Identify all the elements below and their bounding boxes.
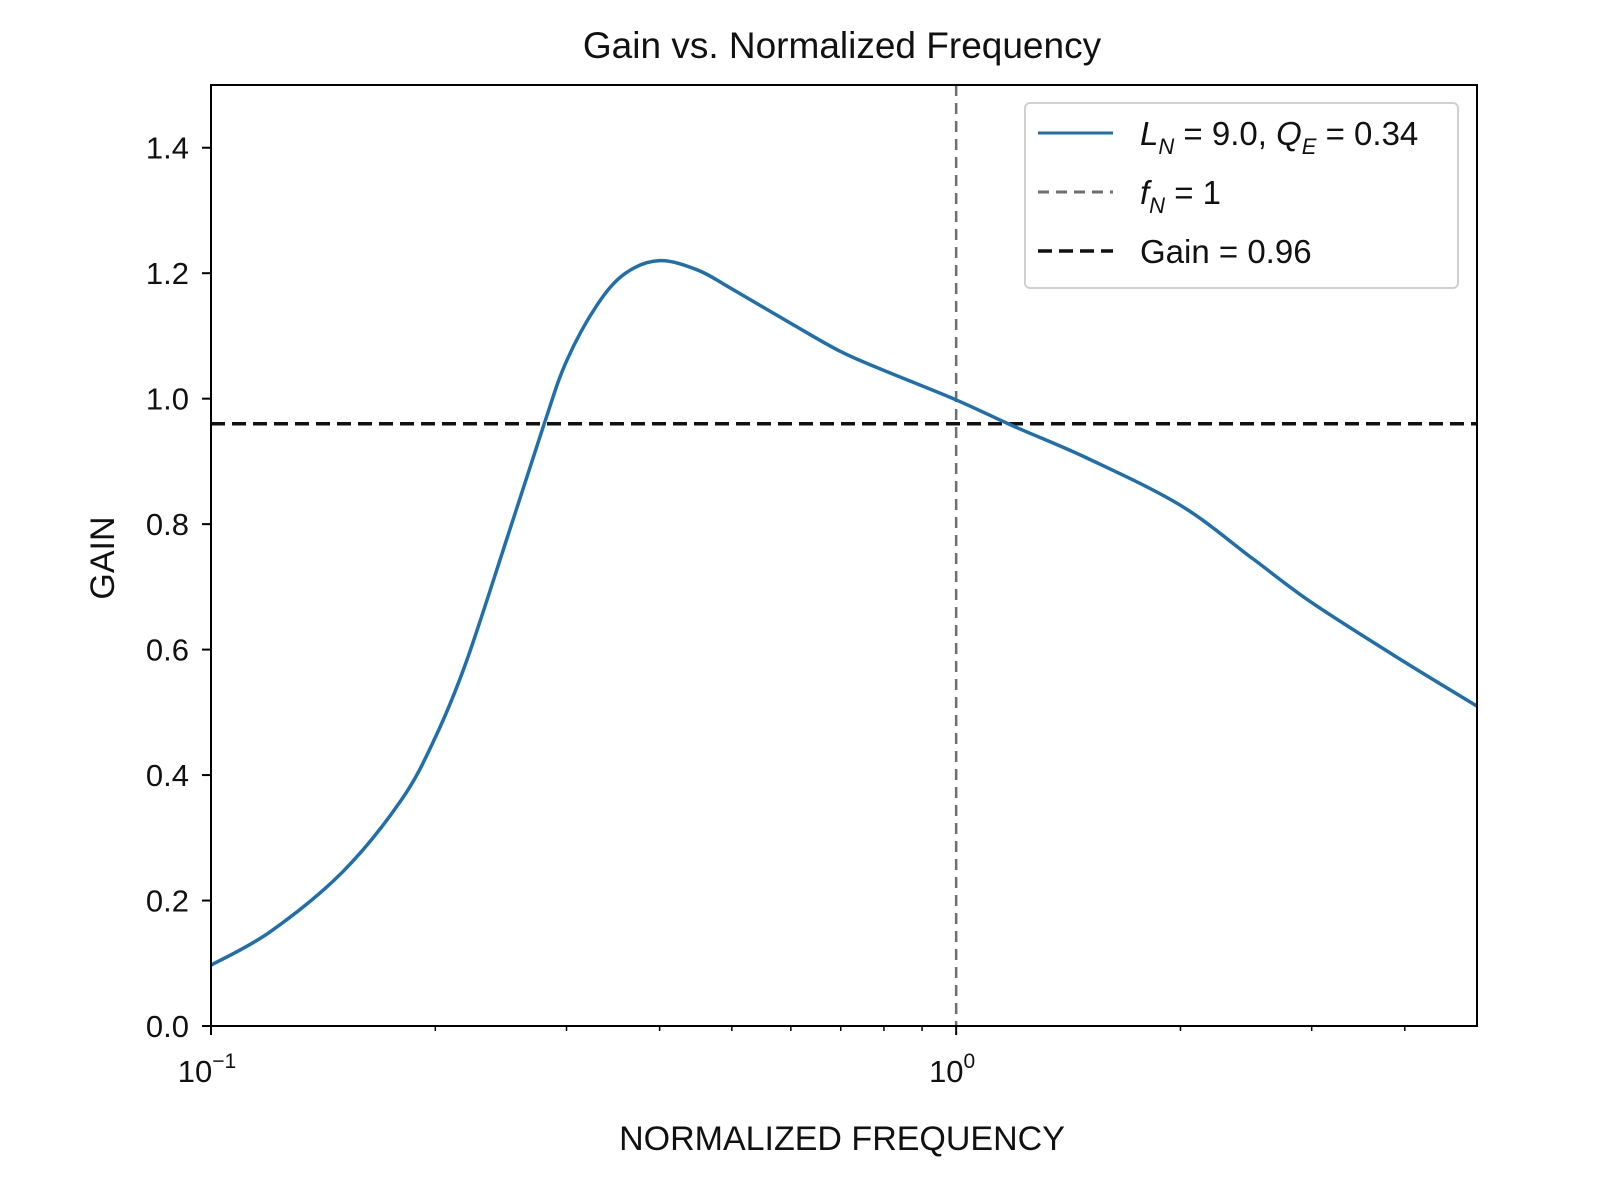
- plot-frame: [210, 84, 1478, 1027]
- x-tick-label-0: 10−1: [178, 1050, 236, 1089]
- y-tick-label-7: 1.4: [146, 131, 189, 166]
- y-tick-label-4: 0.8: [146, 507, 189, 542]
- legend-box: [1024, 102, 1459, 289]
- legend-label-part: Q: [1276, 115, 1302, 152]
- legend-label-part: L: [1140, 115, 1158, 152]
- y-tick-label-1: 0.2: [146, 884, 189, 919]
- x-tick-label-exp: 0: [964, 1050, 976, 1073]
- x-axis-label: NORMALIZED FREQUENCY: [619, 1120, 1065, 1158]
- series-line-0: [210, 258, 1478, 967]
- legend-label-part: Gain = 0.96: [1140, 233, 1312, 270]
- y-tick-label-6: 1.2: [146, 256, 189, 291]
- y-tick-label-3: 0.6: [146, 633, 189, 668]
- x-tick-label-exp: −1: [212, 1050, 236, 1073]
- x-tick-label-base: 10: [178, 1054, 212, 1089]
- x-tick-label-1: 100: [929, 1050, 975, 1089]
- y-axis-label: GAIN: [84, 516, 122, 599]
- x-tick-label-base: 10: [929, 1054, 963, 1089]
- legend-label-part: N: [1158, 134, 1174, 159]
- legend-label-part: = 9.0,: [1174, 115, 1276, 152]
- y-tick-label-2: 0.4: [146, 758, 189, 793]
- legend-label-0: LN = 9.0, QE = 0.34: [1140, 115, 1418, 159]
- legend-label-2: Gain = 0.96: [1140, 233, 1312, 270]
- chart-title: Gain vs. Normalized Frequency: [583, 25, 1102, 66]
- ticks-layer: 0.00.20.40.60.81.01.21.410−1 100: [146, 131, 1406, 1089]
- legend-label-part: E: [1302, 134, 1317, 159]
- legend-label-part: = 0.34: [1316, 115, 1418, 152]
- legend-label-part: N: [1149, 193, 1165, 218]
- legend-label-part: = 1: [1165, 174, 1221, 211]
- y-tick-label-5: 1.0: [146, 382, 189, 417]
- lines-layer: [210, 85, 1478, 1026]
- legend-label-1: fN = 1: [1140, 174, 1221, 218]
- y-tick-label-0: 0.0: [146, 1009, 189, 1044]
